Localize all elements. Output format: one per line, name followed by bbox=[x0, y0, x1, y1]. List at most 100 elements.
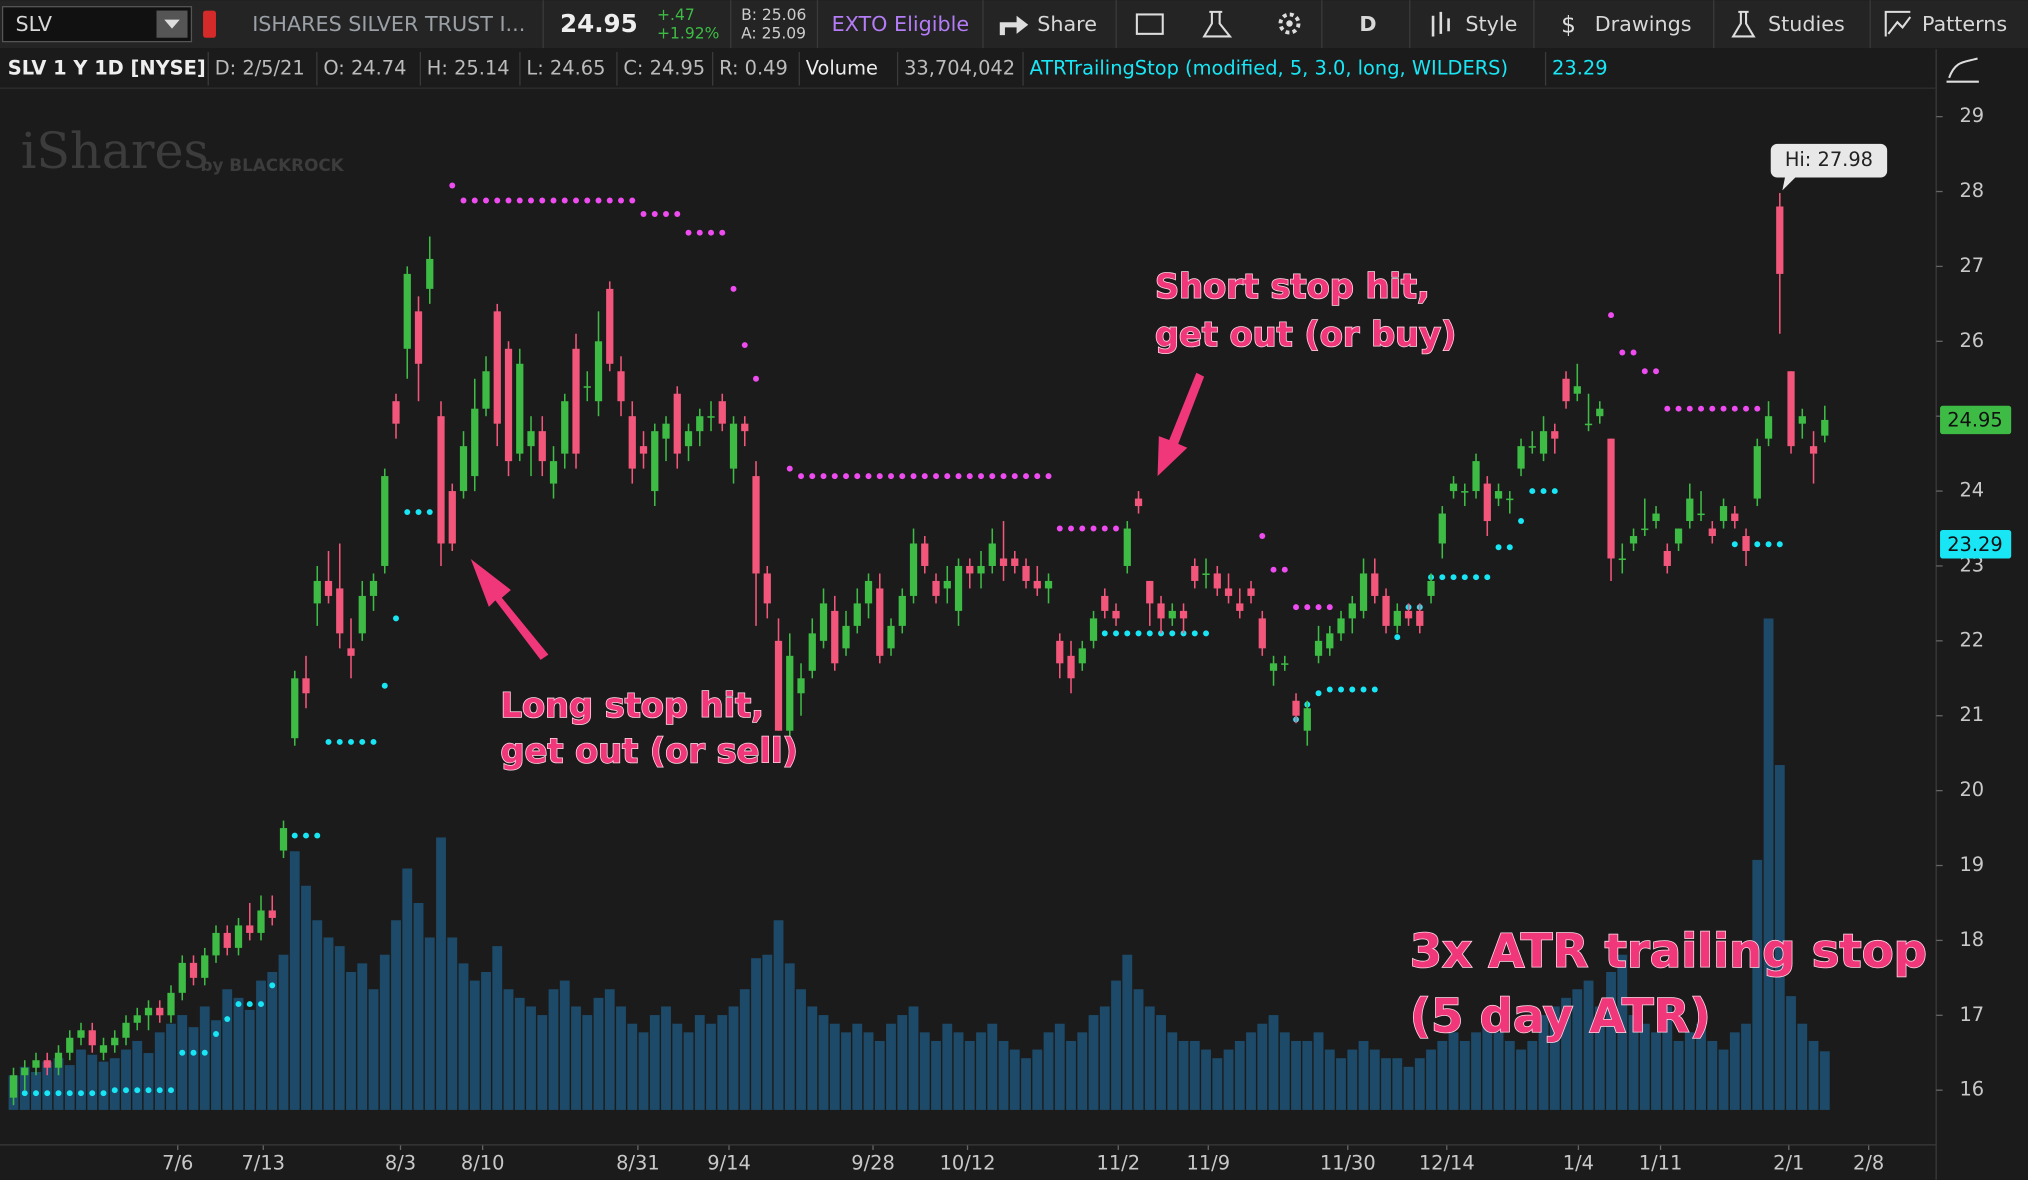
volume-bar bbox=[481, 971, 491, 1110]
volume-bar bbox=[379, 954, 390, 1110]
long-stop-dot bbox=[134, 1087, 141, 1094]
long-stop-dot bbox=[1349, 686, 1356, 693]
long-stop-dot bbox=[1551, 488, 1558, 495]
short-stop-dot bbox=[449, 182, 456, 189]
dropdown-arrow bbox=[164, 19, 180, 29]
patterns-button[interactable]: Patterns bbox=[1922, 12, 2007, 36]
volume-bar bbox=[1201, 1049, 1211, 1110]
volume-bar bbox=[289, 851, 300, 1110]
candle-body bbox=[1539, 431, 1548, 454]
candle-body bbox=[1798, 416, 1806, 424]
candle-body bbox=[1134, 498, 1143, 507]
candle-body bbox=[1078, 648, 1086, 664]
long-stop-dot bbox=[213, 1031, 219, 1037]
volume-bar bbox=[1561, 997, 1571, 1110]
long-stop-dot bbox=[1765, 541, 1772, 548]
drawings-icon[interactable]: $ bbox=[1561, 12, 1576, 39]
alert-icon[interactable] bbox=[203, 10, 216, 38]
long-stop-dot bbox=[55, 1090, 62, 1097]
volume-bar bbox=[132, 1040, 143, 1110]
short-stop-dot bbox=[483, 197, 489, 204]
volume-bar bbox=[244, 1009, 255, 1110]
candle-body bbox=[741, 423, 749, 432]
axis-settings-icon[interactable] bbox=[1946, 57, 1979, 83]
header-high: H: 25.14 bbox=[427, 56, 510, 79]
short-stop-dot bbox=[1090, 525, 1097, 532]
candle-body bbox=[223, 932, 231, 948]
info-icon[interactable] bbox=[1135, 13, 1164, 35]
volume-bar bbox=[582, 1015, 593, 1110]
candle-body bbox=[1404, 610, 1413, 619]
symbol[interactable]: SLV bbox=[16, 12, 53, 36]
style-icon[interactable] bbox=[1431, 11, 1450, 37]
candle-body bbox=[1146, 580, 1154, 604]
volume-bar bbox=[694, 1015, 705, 1110]
volume-bar bbox=[953, 1032, 964, 1110]
header-date: D: 2/5/21 bbox=[215, 56, 305, 79]
long-stop-dot bbox=[1146, 630, 1153, 637]
volume-bar bbox=[616, 1006, 626, 1110]
long-stop-dot bbox=[1439, 574, 1446, 581]
volume-bar bbox=[548, 989, 559, 1110]
volume-bar bbox=[784, 963, 795, 1110]
candle-body bbox=[1652, 513, 1660, 522]
x-tick-label: 8/10 bbox=[461, 1152, 505, 1175]
long-stop-dot bbox=[1450, 574, 1457, 581]
candle-body bbox=[156, 1007, 164, 1016]
volume-bar bbox=[357, 963, 368, 1110]
candle-body bbox=[1314, 640, 1323, 656]
volume-bar bbox=[1549, 1006, 1560, 1110]
volume-bar bbox=[402, 868, 413, 1110]
candle-body bbox=[54, 1052, 63, 1068]
long-stop-dot bbox=[291, 832, 298, 839]
volume-bar bbox=[1673, 1040, 1684, 1110]
drawings-button[interactable]: Drawings bbox=[1595, 12, 1692, 36]
bid: B: 25.06 bbox=[741, 6, 806, 24]
long-stop-dot bbox=[246, 1001, 253, 1008]
short-stop-dot bbox=[820, 473, 827, 480]
long-stop-dot bbox=[190, 1049, 197, 1056]
long-stop-dot bbox=[168, 1087, 174, 1094]
style-button[interactable]: Style bbox=[1465, 12, 1517, 36]
studies-button[interactable]: Studies bbox=[1768, 12, 1845, 36]
volume-bar bbox=[841, 1032, 851, 1110]
flask-icon[interactable] bbox=[1202, 10, 1233, 38]
candle-body bbox=[279, 828, 288, 851]
candle-body bbox=[583, 386, 591, 388]
last-price-label: 24.95 bbox=[1947, 409, 2003, 432]
y-tick-label: 29 bbox=[1959, 104, 1984, 127]
studies-icon[interactable] bbox=[1731, 10, 1756, 38]
short-stop-dot bbox=[1698, 405, 1705, 412]
y-tick-label: 26 bbox=[1959, 329, 1984, 352]
short-stop-dot bbox=[584, 197, 591, 204]
share-icon[interactable] bbox=[999, 15, 1029, 36]
annotation: 3x ATR trailing stop bbox=[1410, 924, 1927, 978]
candle-body bbox=[538, 431, 546, 462]
patterns-icon[interactable] bbox=[1884, 10, 1912, 37]
settings-icon[interactable] bbox=[1278, 12, 1301, 35]
volume-bar bbox=[1257, 1023, 1268, 1110]
share-button[interactable]: Share bbox=[1037, 12, 1097, 36]
candle-body bbox=[1236, 603, 1244, 611]
long-stop-dot bbox=[44, 1090, 51, 1097]
candle-body bbox=[99, 1045, 108, 1053]
candle-body bbox=[122, 1022, 130, 1038]
candle-body bbox=[1101, 595, 1109, 611]
exto-eligible[interactable]: EXTO Eligible bbox=[832, 12, 969, 36]
long-stop-dot bbox=[1326, 686, 1333, 693]
candle-body bbox=[921, 543, 929, 566]
short-stop-dot bbox=[663, 211, 669, 217]
volume-bar bbox=[436, 837, 446, 1110]
volume-bar bbox=[1527, 1040, 1538, 1110]
candle-body bbox=[898, 595, 906, 626]
candle-body bbox=[1776, 206, 1784, 274]
candle-body bbox=[1168, 610, 1176, 619]
candle-body bbox=[1618, 558, 1626, 561]
short-stop-dot bbox=[516, 197, 523, 204]
volume-bar bbox=[53, 1058, 64, 1110]
y-tick-label: 17 bbox=[1959, 1003, 1984, 1026]
candle-body bbox=[358, 595, 366, 634]
volume-bar bbox=[1381, 1058, 1391, 1110]
candle-body bbox=[77, 1030, 85, 1038]
aggregation[interactable]: D bbox=[1359, 12, 1376, 36]
